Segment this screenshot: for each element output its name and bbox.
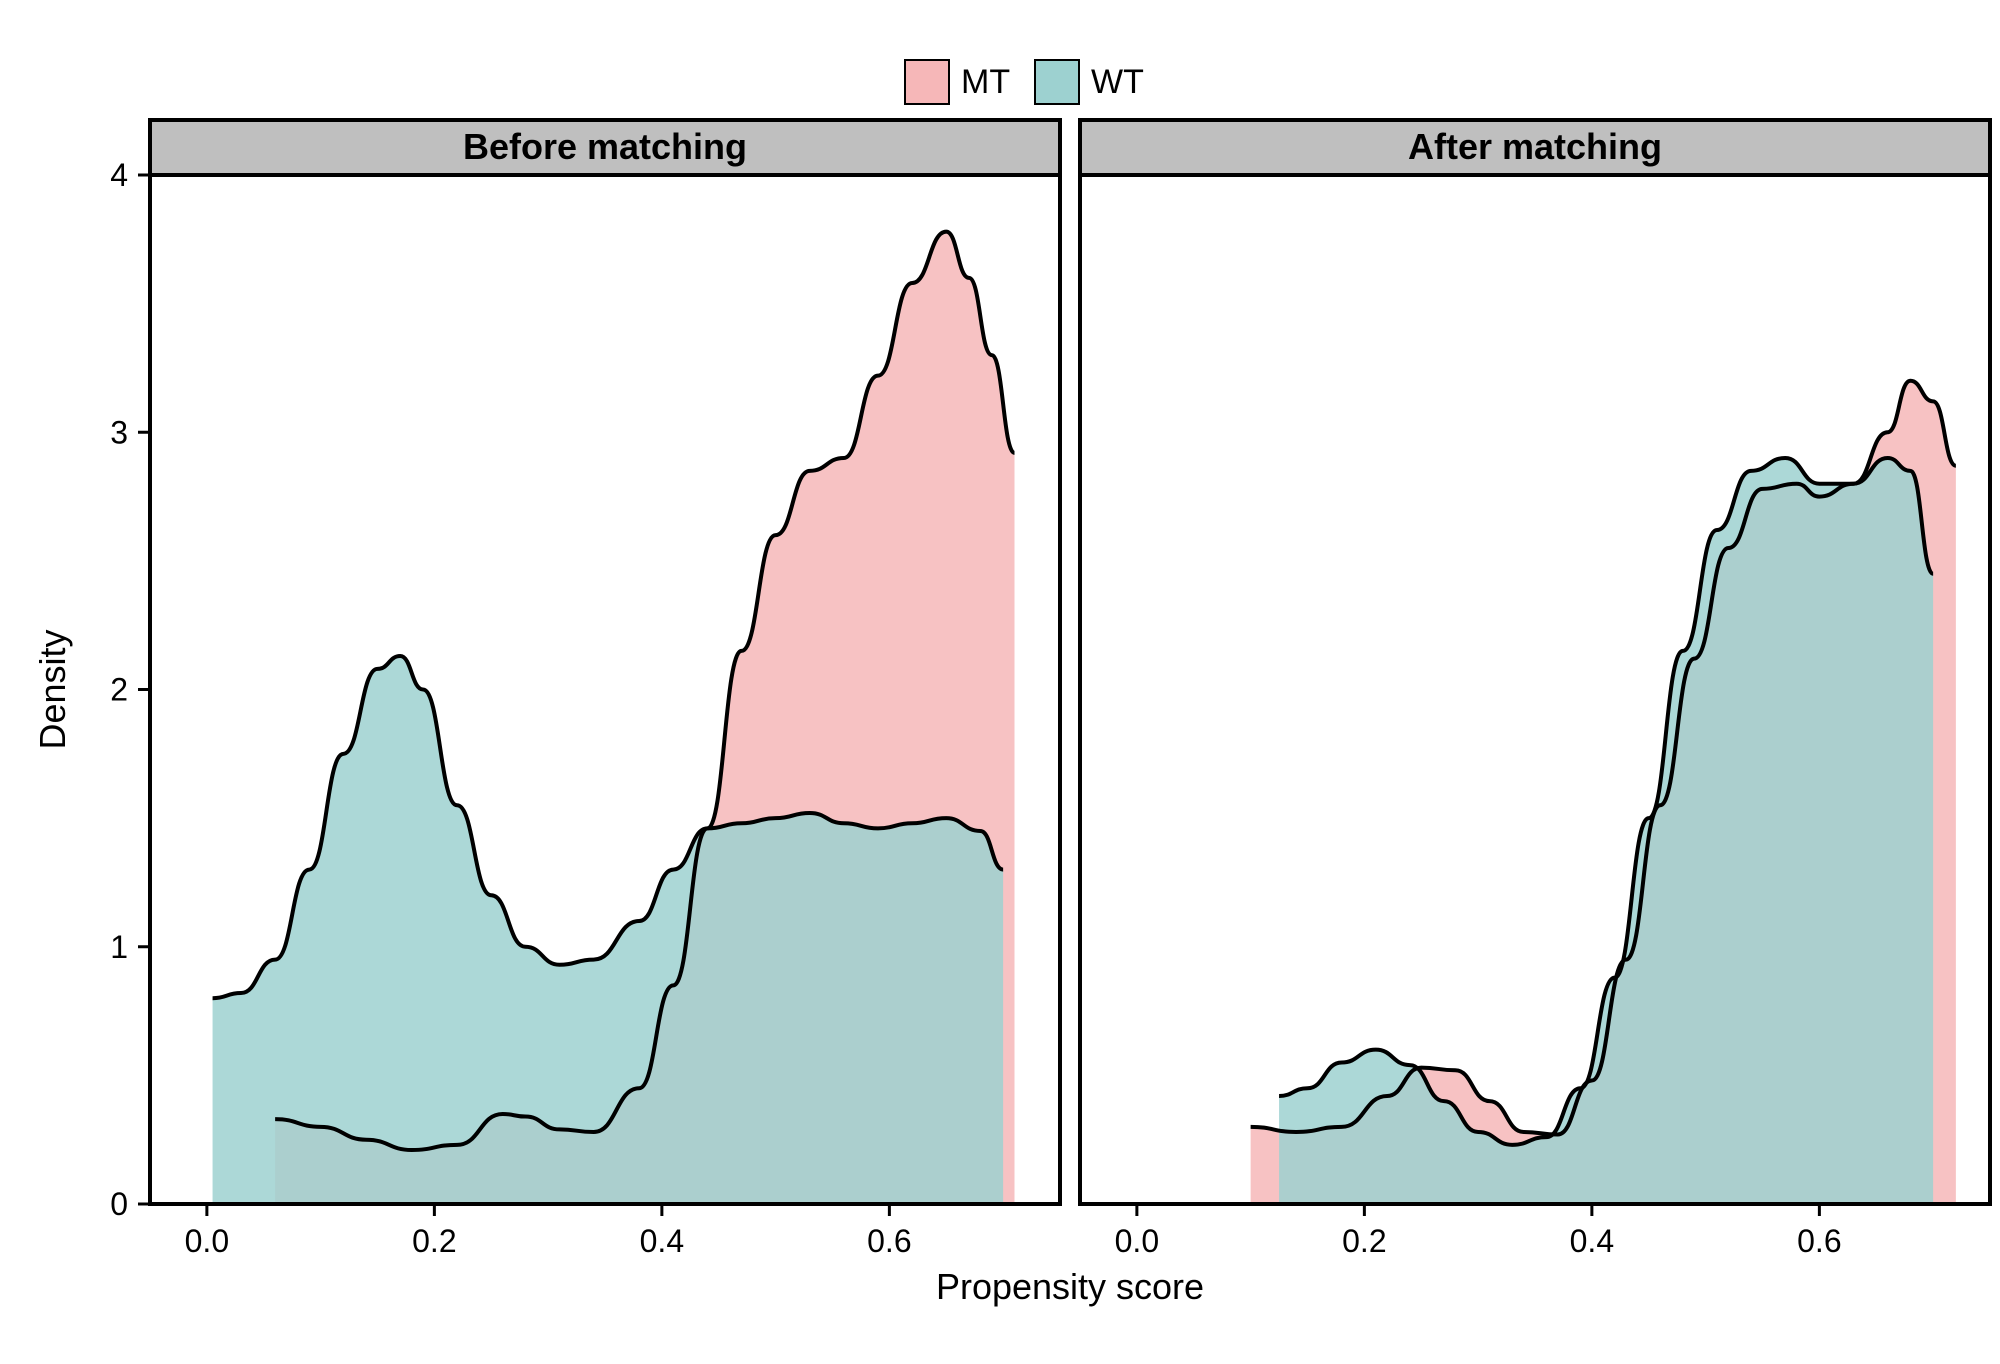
- x-tick-label: 0.0: [185, 1223, 229, 1259]
- y-tick-label: 0: [110, 1186, 128, 1222]
- y-tick-label: 4: [110, 157, 128, 193]
- y-tick-label: 1: [110, 929, 128, 965]
- y-tick-label: 3: [110, 414, 128, 450]
- density-group: [1251, 381, 1956, 1204]
- legend-swatch: [905, 60, 949, 104]
- density-area-WT: [1279, 458, 1933, 1204]
- y-tick-label: 2: [110, 672, 128, 708]
- legend-label: MT: [961, 63, 1010, 101]
- density-chart-container: MT WT 0 1 2 3 4 Density Propensity score Before m…: [20, 20, 2000, 1344]
- density-group: [213, 232, 1015, 1204]
- chart-svg: MT WT 0 1 2 3 4 Density Propensity score Before m…: [20, 20, 2000, 1344]
- x-tick-label: 0.2: [412, 1223, 456, 1259]
- facet-header-title: After matching: [1408, 126, 1662, 167]
- x-axis-label: Propensity score: [936, 1266, 1204, 1307]
- x-tick-label: 0.6: [1797, 1223, 1841, 1259]
- x-tick-label: 0.2: [1342, 1223, 1386, 1259]
- x-tick-label: 0.4: [640, 1223, 684, 1259]
- legend-label: WT: [1091, 63, 1144, 101]
- x-tick-label: 0.6: [867, 1223, 911, 1259]
- x-tick-label: 0.4: [1570, 1223, 1614, 1259]
- y-axis-label: Density: [32, 629, 73, 749]
- facet-header-title: Before matching: [463, 126, 747, 167]
- legend-swatch: [1035, 60, 1079, 104]
- x-tick-label: 0.0: [1115, 1223, 1159, 1259]
